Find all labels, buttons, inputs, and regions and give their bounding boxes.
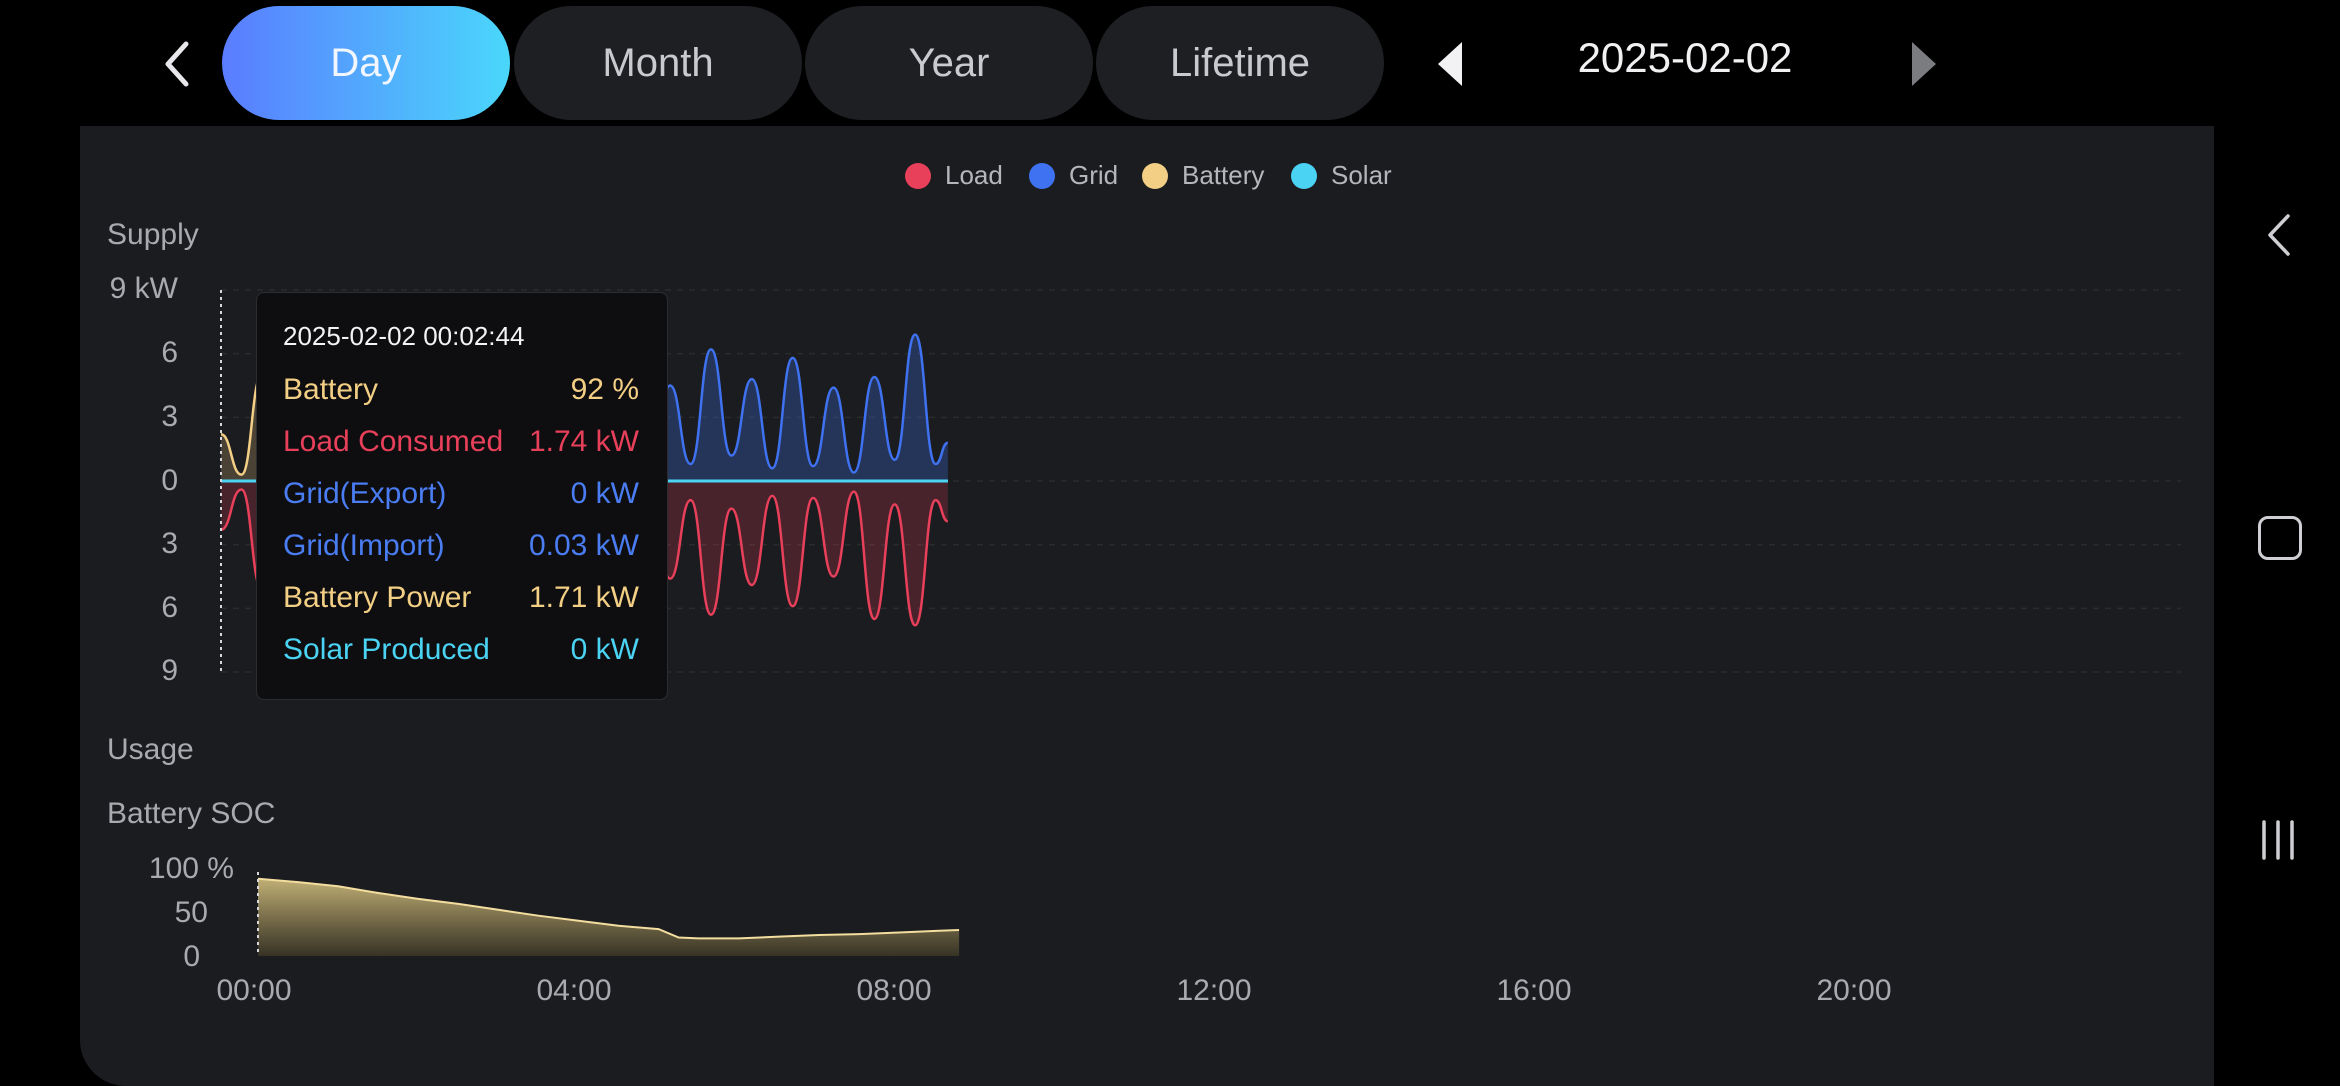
battery-dot-icon [1142, 162, 1168, 189]
legend-label: Load [945, 160, 1003, 190]
tooltip-value: 0 kW [570, 633, 639, 666]
y-tick: 0 [161, 464, 178, 497]
tab-day[interactable]: Day [222, 6, 510, 120]
chart-legend: Load Grid Battery Solar [0, 160, 2340, 200]
tooltip-label: Battery Power [283, 581, 472, 614]
tooltip-row-battery-power: Battery Power 1.71 kW [283, 581, 639, 621]
tooltip-value: 1.71 kW [528, 581, 639, 614]
tooltip-time: 2025-02-02 00:02:44 [283, 321, 525, 351]
tooltip-value: 0 kW [570, 477, 639, 510]
tooltip-label: Battery [283, 373, 379, 406]
y-tick: 9 kW [109, 272, 178, 305]
x-tick: 00:00 [216, 974, 292, 1007]
system-recents-icon[interactable] [2258, 818, 2298, 862]
soc-y-tick: 0 [183, 940, 200, 973]
soc-title: Battery SOC [107, 797, 276, 830]
back-icon[interactable] [158, 38, 196, 90]
x-tick: 08:00 [856, 974, 932, 1007]
grid-dot-icon [1029, 162, 1055, 189]
y-tick: 6 [161, 336, 178, 369]
tab-year[interactable]: Year [805, 6, 1093, 120]
current-date: 2025-02-02 [1577, 34, 1793, 81]
x-tick: 12:00 [1176, 974, 1252, 1007]
y-tick: 6 [161, 591, 178, 624]
system-home-icon[interactable] [2258, 516, 2302, 560]
tooltip-value: 92 % [570, 373, 639, 406]
usage-title: Usage [107, 733, 194, 766]
tooltip-label: Solar Produced [283, 633, 490, 666]
x-tick: 04:00 [536, 974, 612, 1007]
tooltip-label: Grid(Export) [283, 477, 447, 510]
tooltip-row-battery: Battery 92 % [283, 373, 639, 413]
legend-label: Battery [1182, 160, 1265, 190]
x-tick: 16:00 [1496, 974, 1572, 1007]
tab-month[interactable]: Month [514, 6, 802, 120]
tooltip-row-grid-import: Grid(Import) 0.03 kW [283, 529, 639, 569]
tooltip-label: Load Consumed [283, 425, 504, 458]
supply-title: Supply [107, 218, 199, 251]
solar-dot-icon [1291, 162, 1317, 189]
tooltip-row-load: Load Consumed 1.74 kW [283, 425, 639, 465]
battery-soc-line [257, 877, 960, 940]
tab-lifetime[interactable]: Lifetime [1096, 6, 1384, 120]
tooltip-value: 0.03 kW [528, 529, 639, 562]
soc-y-tick: 50 [174, 896, 208, 929]
legend-label: Solar [1331, 160, 1392, 190]
legend-item-battery[interactable]: Battery [1142, 160, 1264, 191]
y-tick: 3 [161, 527, 178, 560]
tooltip-row-grid-export: Grid(Export) 0 kW [283, 477, 639, 517]
legend-item-load[interactable]: Load [905, 160, 1003, 191]
system-back-icon[interactable] [2264, 210, 2294, 260]
legend-item-grid[interactable]: Grid [1029, 160, 1118, 191]
soc-y-tick: 100 % [148, 852, 234, 885]
load-dot-icon [905, 162, 931, 189]
next-date-icon[interactable] [1902, 38, 1942, 90]
previous-date-icon[interactable] [1432, 38, 1472, 90]
tooltip-label: Grid(Import) [283, 529, 445, 562]
legend-item-solar[interactable]: Solar [1291, 160, 1392, 191]
tooltip-row-solar: Solar Produced 0 kW [283, 633, 639, 673]
legend-label: Grid [1069, 160, 1119, 190]
tooltip: 2025-02-02 00:02:44 Battery 92 % Load Co… [256, 292, 668, 700]
y-tick: 3 [161, 400, 178, 433]
x-tick: 20:00 [1816, 974, 1892, 1007]
tooltip-value: 1.74 kW [528, 425, 639, 458]
y-tick: 9 [161, 654, 178, 687]
